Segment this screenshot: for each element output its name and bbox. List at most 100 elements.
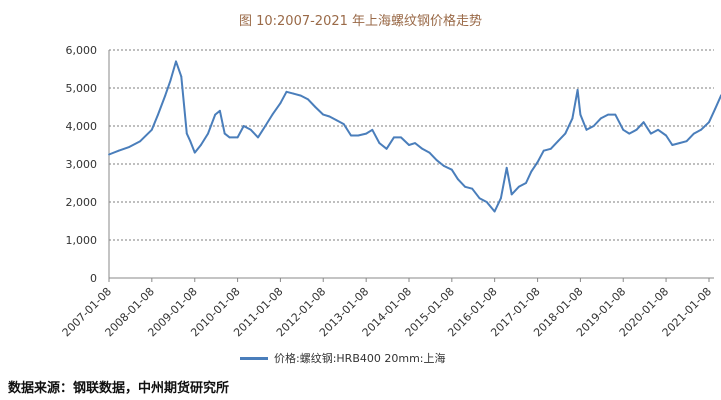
axes xyxy=(108,50,714,282)
data-point xyxy=(371,128,374,131)
data-point xyxy=(549,147,552,150)
data-point xyxy=(350,134,352,137)
y-tick-label: 0 xyxy=(90,272,97,285)
data-point xyxy=(169,79,172,82)
data-point xyxy=(285,90,288,93)
y-tick-label: 5,000 xyxy=(66,82,98,95)
data-point xyxy=(708,121,710,124)
data-point xyxy=(499,197,502,200)
data-point xyxy=(207,132,209,135)
data-point xyxy=(421,147,424,150)
data-point xyxy=(657,128,659,131)
data-point xyxy=(478,197,481,200)
data-point xyxy=(378,142,381,145)
data-point xyxy=(414,142,417,145)
data-point xyxy=(464,185,466,188)
data-point xyxy=(279,102,282,105)
data-point xyxy=(428,151,431,154)
data-point xyxy=(457,178,459,181)
data-point xyxy=(228,136,231,139)
series-layer xyxy=(108,60,721,213)
y-tick-label: 4,000 xyxy=(66,120,98,133)
data-point xyxy=(214,113,217,116)
data-point xyxy=(557,140,559,143)
data-point xyxy=(622,128,625,131)
data-point xyxy=(628,132,631,135)
data-point xyxy=(642,121,645,124)
data-point xyxy=(571,117,574,120)
data-point xyxy=(692,132,695,135)
data-point xyxy=(599,117,602,120)
data-point xyxy=(579,113,582,116)
chart-area: 0 1,000 2,000 3,000 4,000 5,000 6,000 2007-01-… xyxy=(60,44,721,339)
data-point xyxy=(322,113,325,116)
data-point xyxy=(157,113,159,116)
data-point xyxy=(164,94,167,97)
data-point xyxy=(493,210,496,213)
data-point xyxy=(678,142,681,145)
x-tick-labels: 2007-01-082008-01-082009-01-082010-01-08… xyxy=(60,285,714,339)
data-point xyxy=(180,75,183,78)
data-point xyxy=(400,136,402,139)
data-point xyxy=(128,146,131,148)
data-point xyxy=(700,128,702,131)
data-point xyxy=(650,132,652,135)
legend-label: 价格:螺纹钢:HRB400 20mm:上海 xyxy=(274,352,446,365)
data-point xyxy=(530,170,533,173)
data-point xyxy=(536,161,539,164)
data-point xyxy=(442,165,445,167)
data-point xyxy=(671,144,674,146)
y-tick-label: 2,000 xyxy=(66,196,98,209)
y-tick-label: 1,000 xyxy=(66,234,98,247)
data-point xyxy=(542,149,545,152)
data-point xyxy=(435,159,438,162)
y-tick-labels: 0 1,000 2,000 3,000 4,000 5,000 6,000 xyxy=(66,44,98,285)
data-point xyxy=(199,144,202,146)
data-point xyxy=(585,128,588,131)
y-tick-label: 3,000 xyxy=(66,158,98,171)
data-point xyxy=(218,109,221,112)
data-point xyxy=(236,136,239,139)
chart-title: 图 10:2007-2021 年上海螺纹钢价格走势 xyxy=(238,14,483,29)
data-point xyxy=(607,113,610,116)
data-point xyxy=(257,136,259,139)
data-point xyxy=(117,149,120,152)
data-point xyxy=(271,113,274,116)
data-point xyxy=(299,94,302,97)
data-point xyxy=(328,115,331,118)
data-point xyxy=(392,136,395,139)
data-point xyxy=(185,132,188,135)
data-point xyxy=(365,132,368,135)
data-point xyxy=(385,147,388,150)
data-point xyxy=(357,134,360,137)
data-point xyxy=(249,128,252,131)
legend: 价格:螺纹钢:HRB400 20mm:上海 xyxy=(240,350,446,366)
data-point xyxy=(517,185,520,188)
data-point xyxy=(635,128,638,131)
data-point xyxy=(335,119,338,122)
data-point xyxy=(665,134,667,137)
data-point xyxy=(108,153,110,156)
data-point xyxy=(592,125,595,127)
data-point xyxy=(189,140,192,143)
data-point xyxy=(505,166,508,169)
data-point xyxy=(223,132,226,135)
data-point xyxy=(150,128,153,131)
source-note: 数据来源：钢联数据，中州期货研究所 xyxy=(8,381,230,396)
data-point xyxy=(408,144,410,146)
data-point xyxy=(193,151,196,154)
data-point xyxy=(450,168,453,171)
data-point xyxy=(175,60,177,63)
legend-swatch xyxy=(240,356,268,360)
data-point xyxy=(714,108,717,110)
series-line xyxy=(108,60,721,213)
data-point xyxy=(292,92,295,95)
data-point xyxy=(471,187,474,190)
data-point xyxy=(510,193,513,196)
data-point xyxy=(314,106,317,108)
data-point xyxy=(564,132,567,135)
data-point xyxy=(525,182,527,184)
data-point xyxy=(139,140,142,143)
data-point xyxy=(614,113,617,116)
data-point xyxy=(307,98,310,101)
